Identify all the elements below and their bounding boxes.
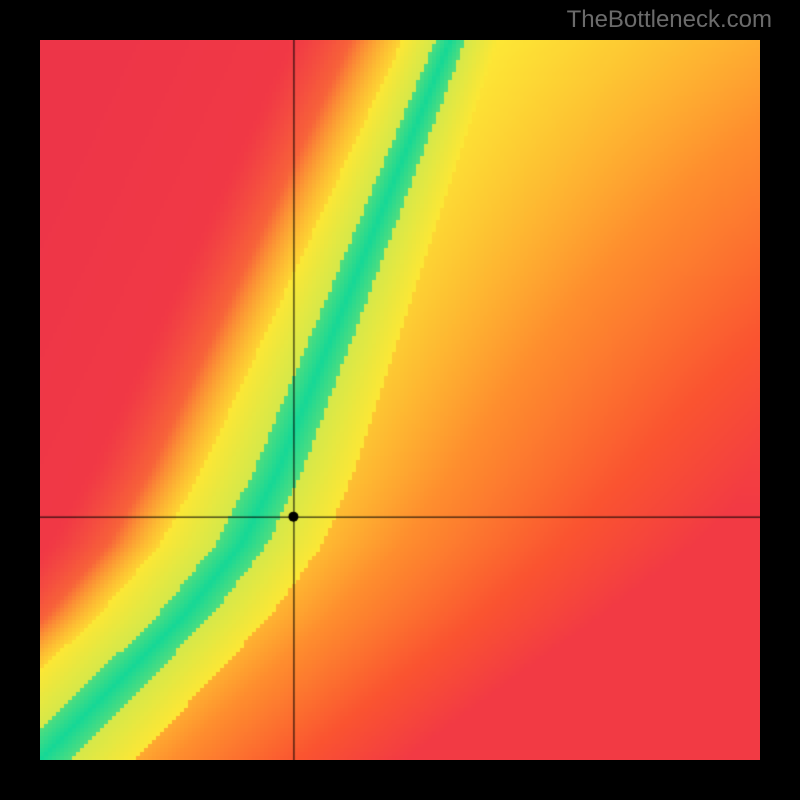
watermark-text: TheBottleneck.com <box>567 6 772 34</box>
heatmap-plot <box>40 40 760 760</box>
chart-container: { "watermark": "TheBottleneck.com", "cha… <box>0 0 800 800</box>
